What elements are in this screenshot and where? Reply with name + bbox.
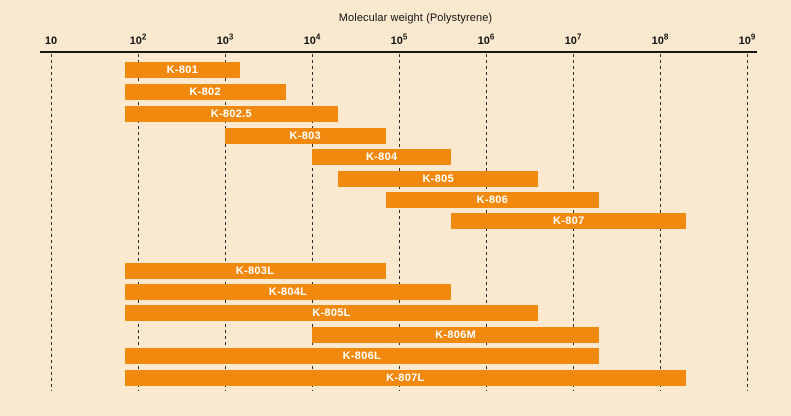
- tick-base: 10: [129, 35, 142, 47]
- tick-exponent: 7: [576, 32, 582, 42]
- bar-label: K-802.5: [210, 108, 252, 120]
- tick-base: 10: [44, 35, 58, 47]
- gridline-10e4: [312, 54, 313, 391]
- x-axis-line: [40, 51, 757, 53]
- tick-exponent: 3: [228, 32, 234, 42]
- gridline-10e9: [747, 54, 748, 391]
- axis-tick-label-10e3: 103: [216, 32, 234, 47]
- axis-tick-label-10e1: 10: [45, 35, 57, 47]
- tick-exponent: 6: [489, 32, 495, 42]
- bar-k-805l: K-805L: [124, 305, 539, 321]
- bar-k-803: K-803: [225, 128, 386, 144]
- tick-base: 10: [477, 35, 490, 47]
- axis-tick-label-10e9: 109: [738, 32, 756, 47]
- bar-k-806: K-806: [385, 192, 600, 208]
- tick-base: 10: [738, 35, 751, 47]
- axis-tick-label-10e6: 106: [477, 32, 495, 47]
- bar-label: K-806: [476, 194, 509, 206]
- bar-label: K-806M: [435, 329, 477, 341]
- tick-exponent: 4: [315, 32, 321, 42]
- axis-tick-label-10e5: 105: [390, 32, 408, 47]
- tick-exponent: 5: [402, 32, 408, 42]
- bar-k-801: K-801: [124, 62, 241, 78]
- bar-k-807: K-807: [451, 213, 687, 229]
- bar-label: K-804L: [268, 286, 308, 298]
- gridline-10e2: [138, 54, 139, 391]
- gridline-10e1: [51, 54, 52, 391]
- bar-label: K-806L: [342, 350, 382, 362]
- bar-k-803l: K-803L: [124, 263, 386, 279]
- bar-k-806m: K-806M: [312, 327, 600, 343]
- bar-label: K-803L: [235, 265, 275, 277]
- axis-tick-label-10e2: 102: [129, 32, 147, 47]
- gridline-10e3: [225, 54, 226, 391]
- tick-base: 10: [390, 35, 403, 47]
- bar-k-802-5: K-802.5: [124, 106, 339, 122]
- tick-base: 10: [303, 35, 316, 47]
- bar-k-805: K-805: [338, 171, 539, 187]
- axis-tick-label-10e4: 104: [303, 32, 321, 47]
- bar-label: K-801: [166, 64, 199, 76]
- bar-label: K-805L: [312, 307, 351, 319]
- bar-label: K-803: [289, 130, 321, 142]
- bar-label: K-805: [422, 173, 455, 185]
- bar-k-806l: K-806L: [124, 348, 600, 364]
- bar-label: K-804: [365, 151, 398, 163]
- chart-title: Molecular weight (Polystyrene): [338, 12, 493, 24]
- bar-k-807l: K-807L: [124, 370, 687, 386]
- bar-k-804: K-804: [312, 149, 452, 165]
- tick-base: 10: [216, 35, 229, 47]
- bar-label: K-807: [553, 215, 585, 227]
- tick-exponent: 8: [663, 32, 669, 42]
- tick-exponent: 9: [750, 32, 756, 42]
- bar-k-804l: K-804L: [124, 284, 452, 300]
- tick-exponent: 2: [141, 32, 147, 42]
- tick-base: 10: [651, 35, 664, 47]
- bar-label: K-807L: [386, 372, 425, 384]
- gridline-10e5: [399, 54, 400, 391]
- bar-label: K-802: [189, 86, 221, 98]
- tick-base: 10: [564, 35, 577, 47]
- axis-tick-label-10e7: 107: [564, 32, 582, 47]
- axis-tick-label-10e8: 108: [651, 32, 669, 47]
- bar-k-802: K-802: [124, 84, 286, 100]
